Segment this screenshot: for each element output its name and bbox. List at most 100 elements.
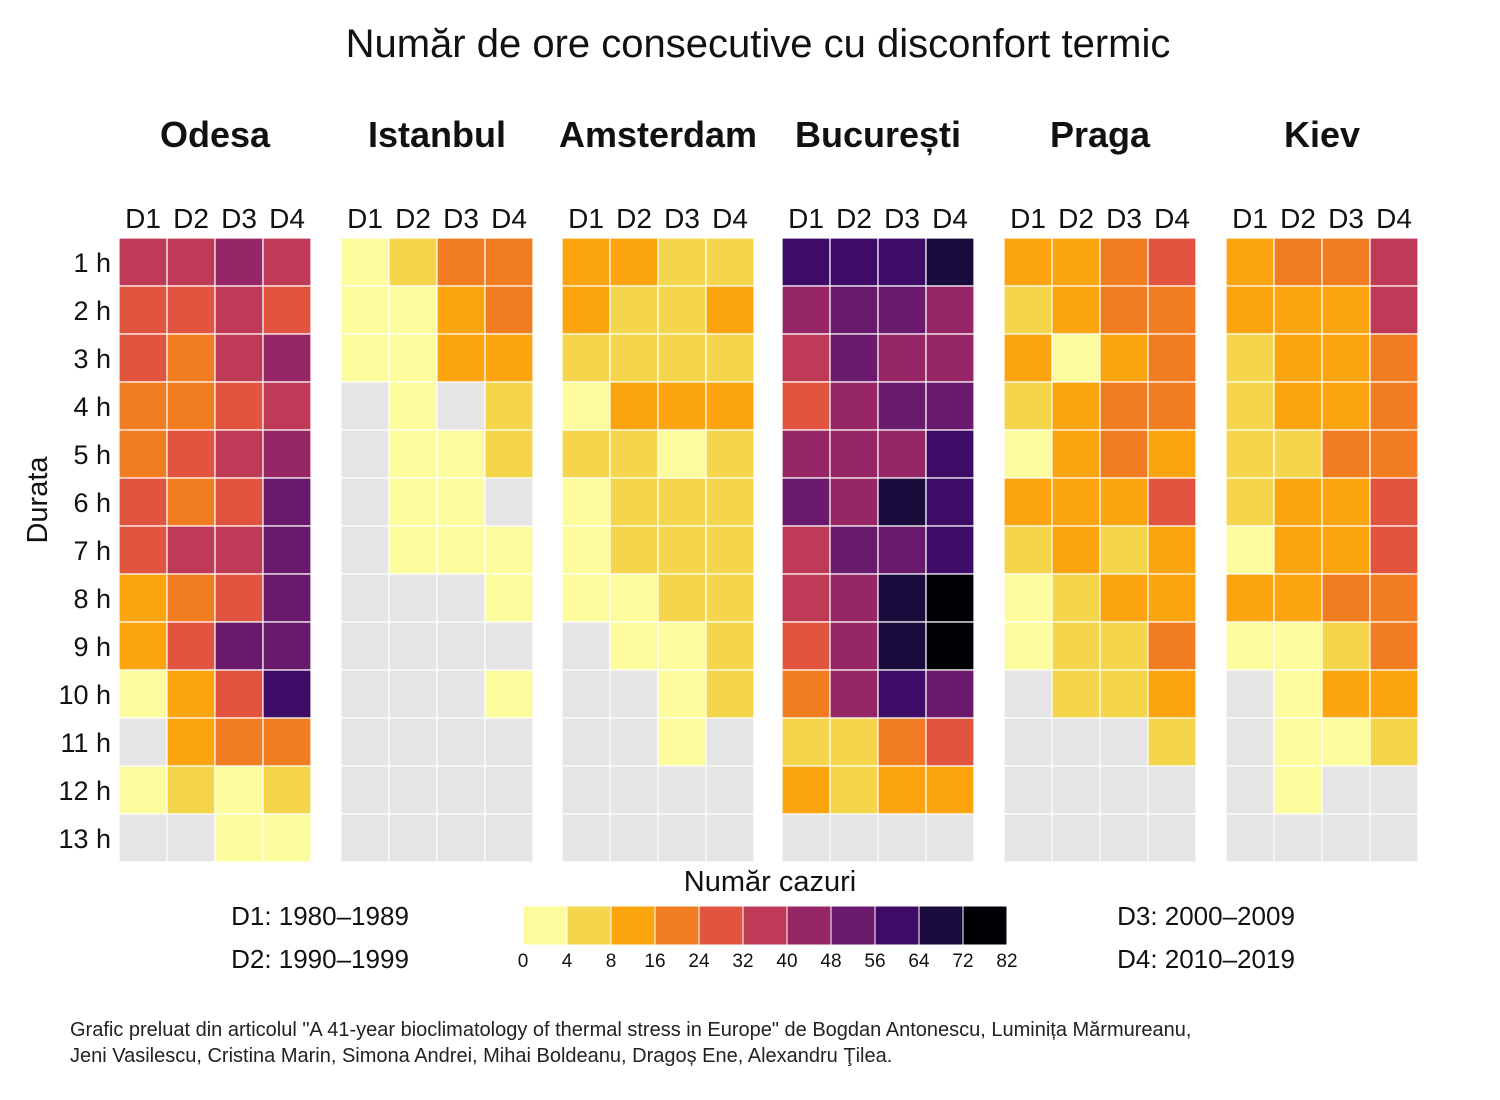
heatmap-cell: [262, 573, 312, 623]
heatmap-cell: [214, 717, 264, 767]
heatmap-cell: [1147, 525, 1197, 575]
legend-swatch: [610, 905, 656, 946]
heatmap-cell: [1369, 381, 1419, 431]
heatmap-cell: [340, 573, 390, 623]
heatmap-cell: [877, 813, 927, 863]
heatmap-cell: [436, 429, 486, 479]
heatmap-cell: [340, 813, 390, 863]
heatmap-cell: [388, 765, 438, 815]
heatmap-cell: [1147, 621, 1197, 671]
heatmap-cell: [1099, 525, 1149, 575]
heatmap-cell: [1147, 813, 1197, 863]
heatmap-cell: [561, 429, 611, 479]
heatmap-cell: [1321, 285, 1371, 335]
heatmap-cell: [436, 525, 486, 575]
heatmap-cell: [1225, 333, 1275, 383]
heatmap-cell: [1051, 669, 1101, 719]
heatmap-cell: [1003, 333, 1053, 383]
heatmap-cell: [925, 717, 975, 767]
heatmap-cell: [1099, 285, 1149, 335]
heatmap-cell: [1225, 621, 1275, 671]
heatmap-cell: [118, 429, 168, 479]
heatmap-cell: [609, 285, 659, 335]
heatmap-cell: [166, 525, 216, 575]
heatmap-cell: [1147, 429, 1197, 479]
heatmap-cell: [166, 477, 216, 527]
source-credit: Grafic preluat din articolul "A 41-year …: [70, 1019, 1191, 1067]
legend-tick: 32: [732, 951, 753, 972]
heatmap-cell: [657, 621, 707, 671]
heatmap-cell: [1273, 765, 1323, 815]
heatmap-cell: [388, 573, 438, 623]
heatmap-cell: [214, 333, 264, 383]
column-label: D2: [395, 203, 431, 234]
heatmap-cell: [609, 429, 659, 479]
heatmap-cell: [705, 573, 755, 623]
heatmap-cell: [484, 717, 534, 767]
heatmap-cell: [118, 285, 168, 335]
heatmap-cell: [829, 621, 879, 671]
heatmap-cell: [1225, 285, 1275, 335]
heatmap-cell: [1225, 429, 1275, 479]
heatmap-cell: [1225, 525, 1275, 575]
heatmap-cell: [262, 333, 312, 383]
heatmap-cell: [1099, 477, 1149, 527]
heatmap-cell: [609, 621, 659, 671]
heatmap-cell: [1051, 717, 1101, 767]
heatmap-cell: [118, 813, 168, 863]
heatmap-cell: [340, 669, 390, 719]
heatmap-cell: [829, 285, 879, 335]
heatmap-cell: [1051, 765, 1101, 815]
heatmap-cell: [1003, 285, 1053, 335]
panel-3: Amsterdam D1 D2 D3 D4: [559, 114, 757, 863]
heatmap-cell: [657, 237, 707, 287]
y-axis-label: Durata: [22, 456, 54, 544]
heatmap-cell: [1003, 477, 1053, 527]
column-label: D3: [443, 203, 479, 234]
period-d3: D3: 2000–2009: [1117, 901, 1295, 931]
heatmap-cell: [829, 381, 879, 431]
heatmap-cell: [1003, 669, 1053, 719]
heatmap-cell: [166, 669, 216, 719]
heatmap-cell: [925, 429, 975, 479]
heatmap-cell: [388, 621, 438, 671]
heatmap-cell: [1321, 477, 1371, 527]
heatmap-cell: [829, 765, 879, 815]
heatmap-cell: [877, 765, 927, 815]
heatmap-cell: [781, 237, 831, 287]
heatmap-cell: [118, 381, 168, 431]
heatmap-cell: [1369, 669, 1419, 719]
row-label: 5 h: [73, 440, 111, 470]
heatmap-cell: [1099, 237, 1149, 287]
heatmap-cell: [781, 525, 831, 575]
legend-swatch: [742, 905, 788, 946]
heatmap-cell: [829, 813, 879, 863]
heatmap-cell: [262, 429, 312, 479]
heatmap-cell: [1147, 717, 1197, 767]
legend-swatch: [654, 905, 700, 946]
heatmap-cell: [1273, 525, 1323, 575]
heatmap-cell: [1147, 573, 1197, 623]
heatmap-cell: [657, 669, 707, 719]
heatmap-cell: [436, 285, 486, 335]
column-label: D1: [347, 203, 383, 234]
heatmap-cell: [1321, 333, 1371, 383]
heatmap-cell: [1321, 765, 1371, 815]
column-label: D2: [836, 203, 872, 234]
row-label: 2 h: [73, 296, 111, 326]
heatmap-cell: [781, 573, 831, 623]
legend-tick: 72: [952, 951, 973, 972]
row-label: 11 h: [60, 728, 111, 758]
legend-title: Număr cazuri: [684, 866, 856, 898]
period-d1: D1: 1980–1989: [231, 901, 409, 931]
heatmap-cell: [1273, 381, 1323, 431]
heatmap-cell: [262, 621, 312, 671]
heatmap-cell: [340, 717, 390, 767]
column-label: D1: [1232, 203, 1268, 234]
legend-tick: 82: [996, 951, 1017, 972]
heatmap-cell: [609, 333, 659, 383]
panel-6: Kiev D1 D2 D3 D4: [1225, 114, 1419, 863]
heatmap-cell: [214, 573, 264, 623]
heatmap-cell: [781, 813, 831, 863]
heatmap-cell: [781, 429, 831, 479]
